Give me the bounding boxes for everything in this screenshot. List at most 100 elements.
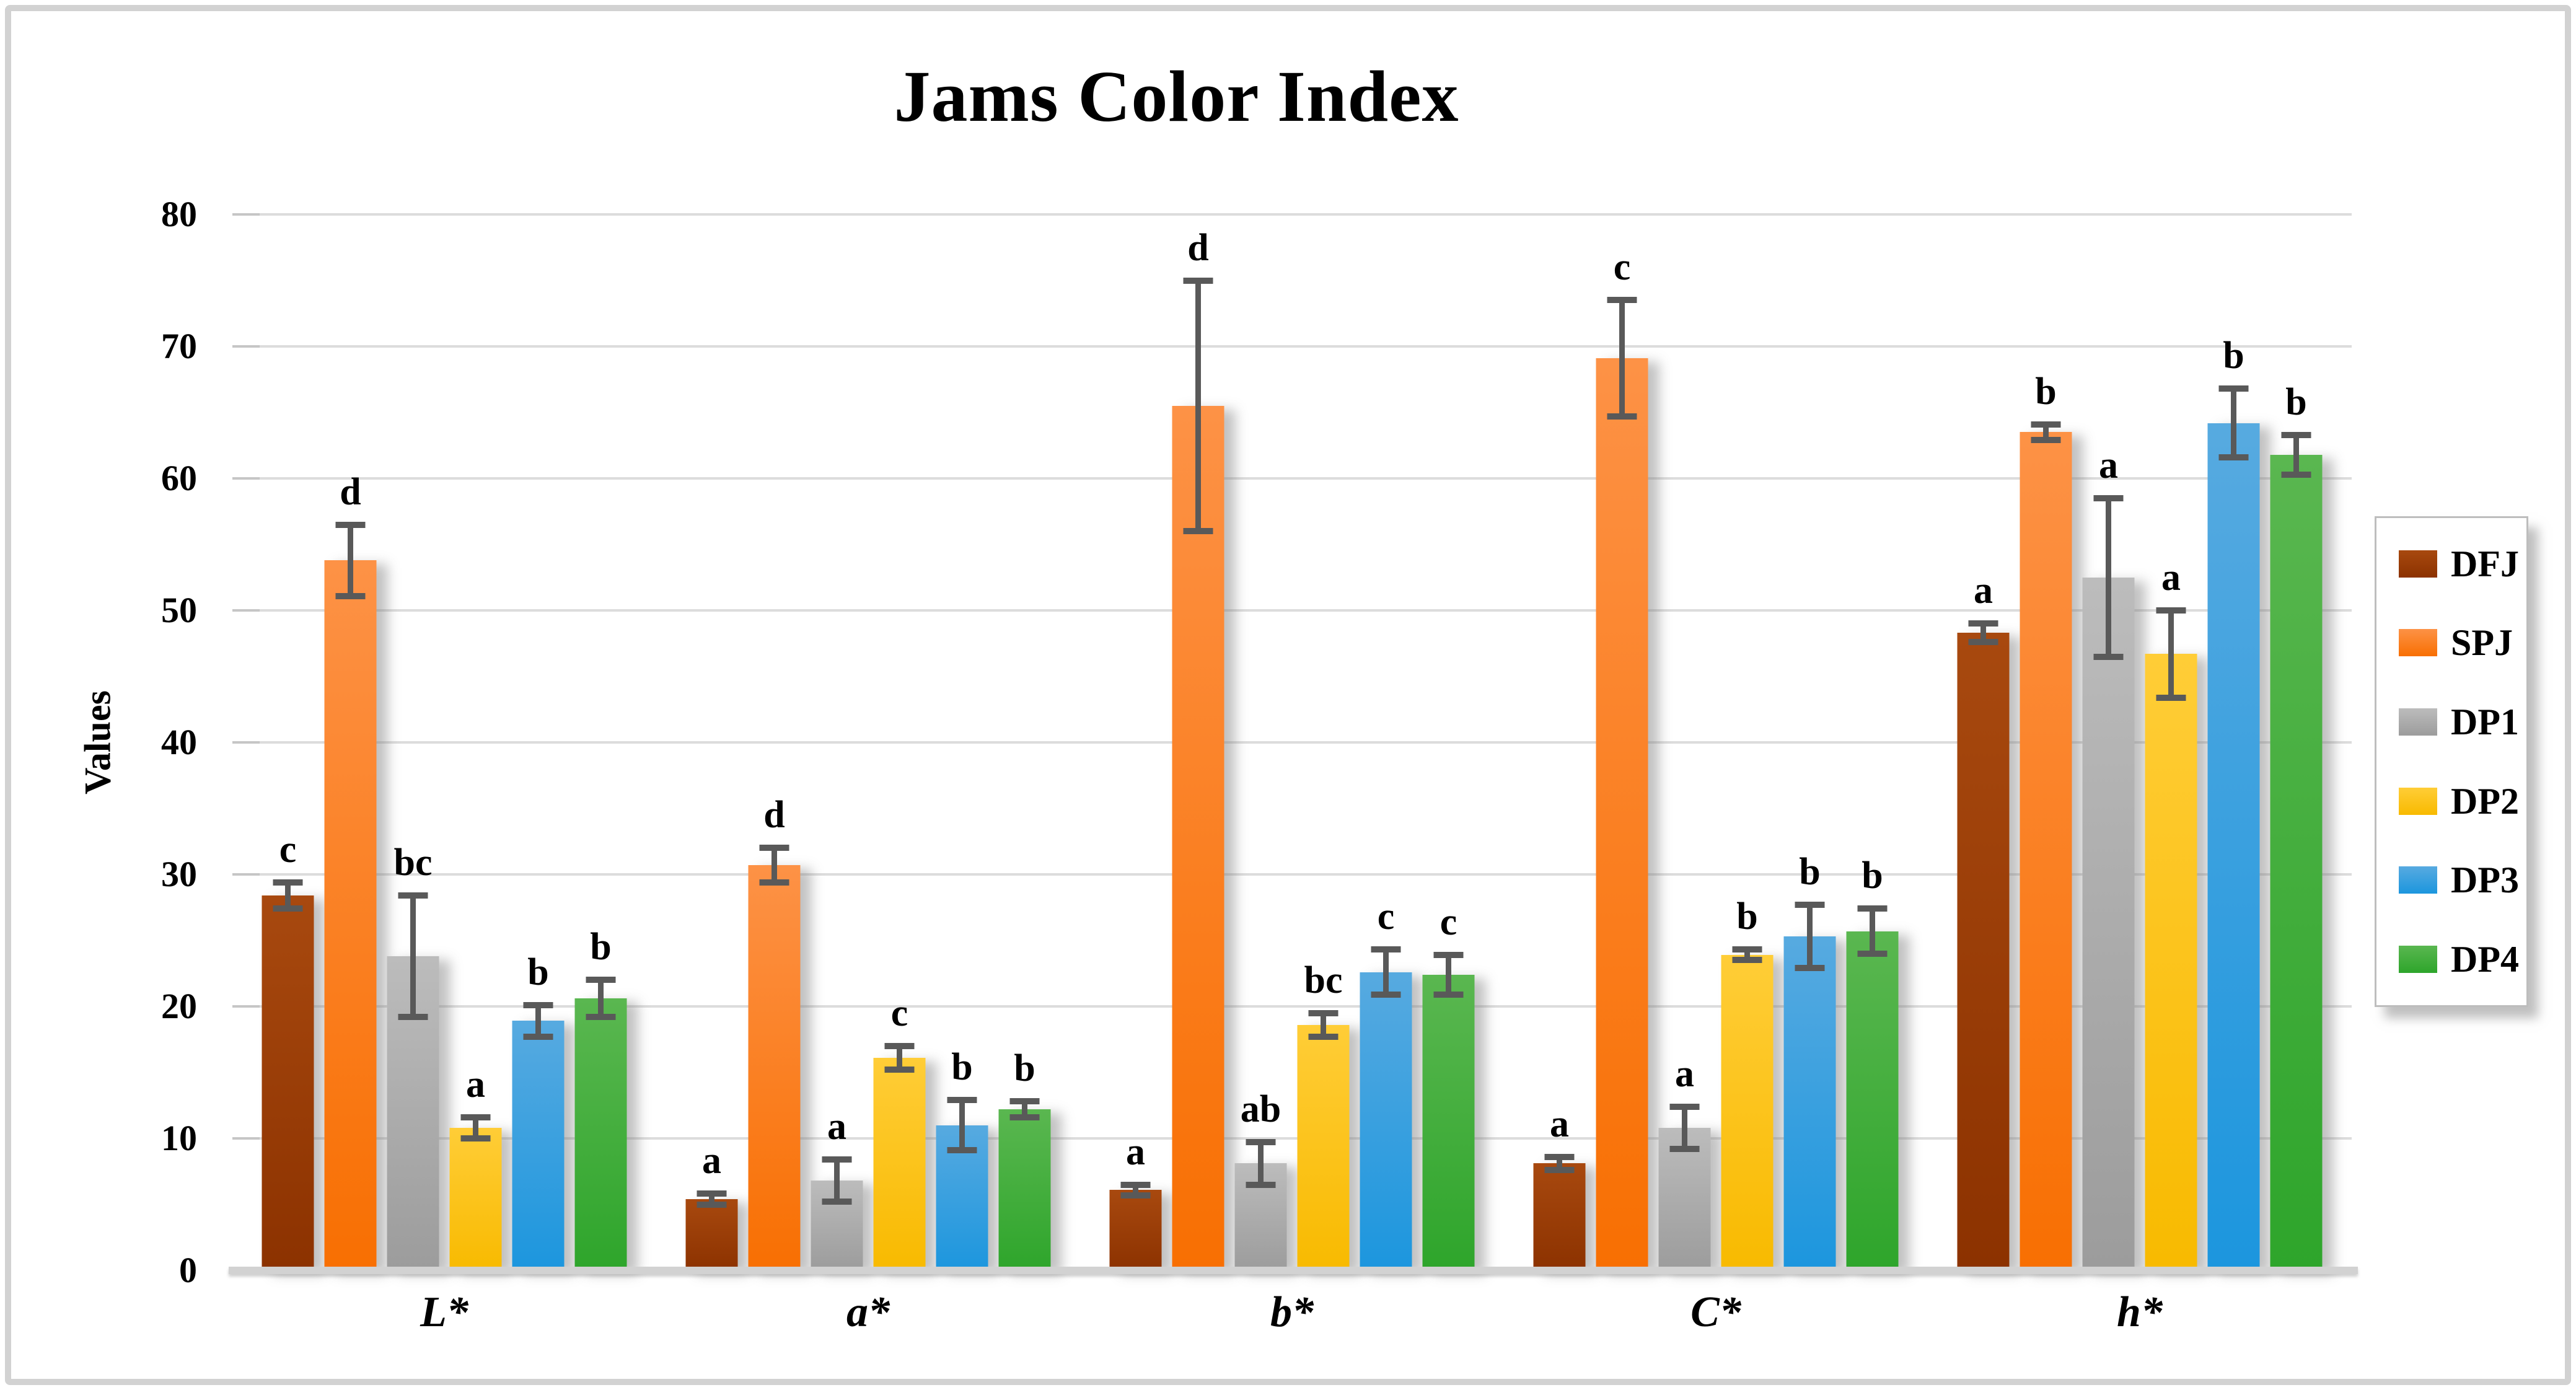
significance-letter-DP2-h: a (2161, 556, 2181, 599)
error-bar-DP4 (2293, 434, 2299, 475)
error-cap-bottom-DP3 (1795, 965, 1825, 972)
significance-letter-DP1-C: a (1675, 1052, 1694, 1095)
error-bar-DP3 (1807, 905, 1813, 969)
bar-SPJ-b (1172, 405, 1224, 1270)
bar-slot-DP4: c (1422, 214, 1475, 1270)
axis-tick (232, 1137, 260, 1140)
bar-slot-DP4: b (2270, 214, 2323, 1270)
error-cap-top-DP2 (884, 1042, 915, 1049)
error-bar-DP1 (1682, 1106, 1687, 1150)
error-cap-top-DP1 (2093, 495, 2124, 501)
bar-slot-DFJ: c (262, 214, 314, 1270)
error-cap-bottom-DP4 (1857, 950, 1888, 957)
error-bar-DFJ (285, 882, 291, 909)
x-category-label-h: h* (2117, 1288, 2163, 1336)
error-cap-bottom-DP3 (1371, 991, 1401, 998)
error-cap-bottom-DP4 (2281, 471, 2311, 478)
error-cap-top-DFJ (697, 1190, 727, 1197)
legend-label-DP1: DP1 (2451, 702, 2519, 743)
gridline-60 (232, 477, 2352, 480)
bar-DFJ-h (1957, 633, 2010, 1270)
error-cap-top-DP2 (460, 1114, 491, 1120)
bar-slot-DP3: c (1360, 214, 1412, 1270)
y-tick-label-10: 10 (161, 1118, 197, 1158)
error-cap-top-DFJ (273, 879, 303, 886)
bar-slot-SPJ: d (748, 214, 801, 1270)
bar-DP2-h (2145, 654, 2197, 1270)
error-cap-bottom-DFJ (697, 1201, 727, 1208)
bar-slot-DP2: a (2145, 214, 2197, 1270)
bar-DP4-L (574, 998, 627, 1270)
error-cap-top-DP3 (1371, 946, 1401, 953)
significance-letter-SPJ-a: d (763, 794, 785, 837)
bar-DP3-h (2207, 423, 2260, 1270)
axis-tick (232, 873, 260, 876)
legend-swatch-DP4 (2399, 946, 2437, 974)
error-cap-bottom-DP4 (1433, 991, 1464, 998)
bar-DP1-h (2082, 577, 2135, 1270)
error-cap-top-DP1 (822, 1156, 852, 1163)
bar-slot-DP2: c (873, 214, 926, 1270)
bar-SPJ-L (324, 560, 377, 1270)
significance-letter-DP3-C: b (1799, 851, 1821, 893)
axis-tick (232, 1005, 260, 1008)
chart-title: Jams Color Index (894, 56, 1459, 137)
error-bar-DFJ (1557, 1156, 1562, 1171)
bar-DP3-L (512, 1021, 565, 1270)
bar-slot-DFJ: a (1109, 214, 1162, 1270)
error-cap-bottom-DFJ (1120, 1192, 1151, 1199)
error-bar-DP1 (2106, 498, 2111, 657)
legend-label-SPJ: SPJ (2451, 622, 2513, 664)
y-tick-label-40: 40 (161, 722, 197, 762)
bar-slot-DFJ: a (1957, 214, 2010, 1270)
error-cap-top-SPJ (2031, 421, 2061, 428)
error-bar-DP4 (1022, 1101, 1027, 1117)
error-bar-DP1 (410, 895, 416, 1018)
bar-group-b: a d ab bc c c (1080, 214, 1504, 1270)
error-cap-bottom-DP4 (1009, 1114, 1040, 1120)
bar-DP4-b (1422, 974, 1475, 1270)
legend-item-DP3: DP3 (2376, 861, 2526, 899)
error-bar-DP3 (535, 1005, 541, 1037)
axis-tick (232, 345, 260, 348)
bar-slot-DP4: b (998, 214, 1051, 1270)
bar-DP3-C (1783, 936, 1836, 1270)
significance-letter-DP2-L: a (466, 1063, 485, 1106)
significance-letter-DP4-L: b (590, 926, 612, 969)
error-bar-DP2 (473, 1117, 478, 1138)
error-bar-DP4 (598, 980, 604, 1018)
legend-swatch-DP3 (2399, 866, 2437, 894)
bar-slot-SPJ: d (1172, 214, 1224, 1270)
gridline-50 (232, 609, 2352, 612)
significance-letter-DFJ-L: c (279, 828, 297, 871)
gridline-40 (232, 741, 2352, 744)
legend-item-DP1: DP1 (2376, 703, 2526, 741)
error-cap-bottom-SPJ (2031, 437, 2061, 444)
legend-swatch-DP1 (2399, 708, 2437, 736)
error-cap-top-DP1 (1246, 1139, 1276, 1146)
significance-letter-DP1-L: bc (393, 842, 433, 884)
error-cap-bottom-DP2 (1308, 1034, 1339, 1040)
error-bar-DP2 (897, 1045, 902, 1070)
legend-item-DFJ: DFJ (2376, 545, 2526, 583)
bar-cluster: a d ab bc c c (1109, 214, 1475, 1270)
bar-slot-DFJ: a (1533, 214, 1586, 1270)
x-category-label-a: a* (846, 1288, 890, 1336)
bar-DP2-a (873, 1058, 926, 1270)
significance-letter-DP2-a: c (890, 992, 908, 1034)
bar-slot-DP3: b (2207, 214, 2260, 1270)
bar-DFJ-C (1533, 1163, 1586, 1270)
error-cap-top-DP1 (1669, 1103, 1700, 1110)
bar-slot-DP4: b (1846, 214, 1899, 1270)
bar-DFJ-a (685, 1199, 738, 1270)
error-cap-top-SPJ (1183, 277, 1213, 284)
significance-letter-DFJ-h: a (1974, 570, 1993, 612)
error-cap-bottom-DP2 (2156, 694, 2186, 701)
bar-DP4-C (1846, 931, 1899, 1270)
error-bar-DP2 (1321, 1013, 1326, 1037)
error-bar-DP3 (2231, 389, 2236, 457)
error-cap-top-DP3 (1795, 902, 1825, 908)
